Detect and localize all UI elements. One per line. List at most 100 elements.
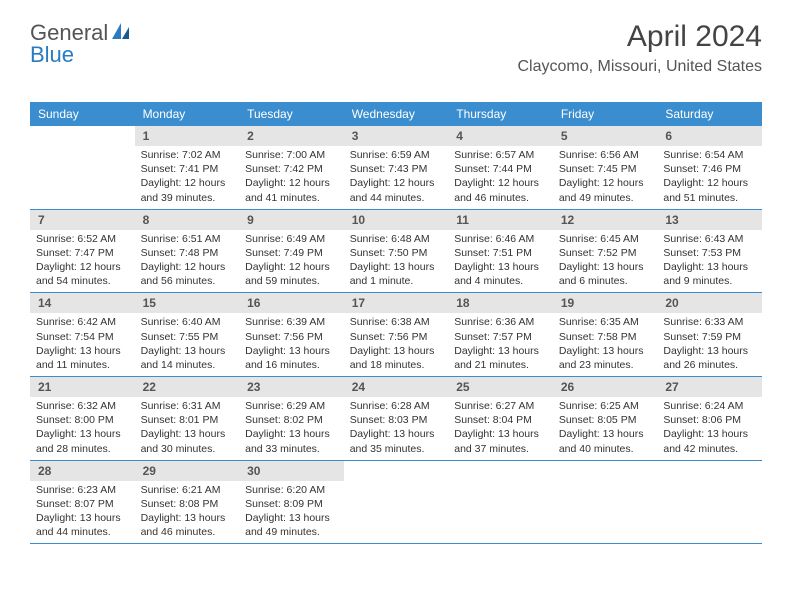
sunrise-text: Sunrise: 6:46 AM bbox=[454, 232, 547, 246]
sunset-text: Sunset: 7:50 PM bbox=[350, 246, 443, 260]
daylight-text: Daylight: 13 hours and 37 minutes. bbox=[454, 427, 547, 455]
calendar-week-row: 28Sunrise: 6:23 AMSunset: 8:07 PMDayligh… bbox=[30, 460, 762, 544]
sunrise-text: Sunrise: 6:21 AM bbox=[141, 483, 234, 497]
calendar-cell: 5Sunrise: 6:56 AMSunset: 7:45 PMDaylight… bbox=[553, 126, 658, 209]
calendar-cell: 29Sunrise: 6:21 AMSunset: 8:08 PMDayligh… bbox=[135, 460, 240, 544]
sunset-text: Sunset: 7:56 PM bbox=[245, 330, 338, 344]
calendar-cell bbox=[448, 460, 553, 544]
calendar-week-row: 21Sunrise: 6:32 AMSunset: 8:00 PMDayligh… bbox=[30, 377, 762, 461]
day-number: 29 bbox=[135, 461, 240, 481]
day-content: Sunrise: 6:51 AMSunset: 7:48 PMDaylight:… bbox=[135, 230, 240, 293]
calendar-cell: 14Sunrise: 6:42 AMSunset: 7:54 PMDayligh… bbox=[30, 293, 135, 377]
day-content: Sunrise: 6:54 AMSunset: 7:46 PMDaylight:… bbox=[657, 146, 762, 209]
location-text: Claycomo, Missouri, United States bbox=[517, 58, 762, 76]
calendar-cell: 11Sunrise: 6:46 AMSunset: 7:51 PMDayligh… bbox=[448, 209, 553, 293]
calendar-cell: 28Sunrise: 6:23 AMSunset: 8:07 PMDayligh… bbox=[30, 460, 135, 544]
daylight-text: Daylight: 13 hours and 23 minutes. bbox=[559, 344, 652, 372]
day-content: Sunrise: 7:02 AMSunset: 7:41 PMDaylight:… bbox=[135, 146, 240, 209]
calendar-cell bbox=[657, 460, 762, 544]
daylight-text: Daylight: 12 hours and 51 minutes. bbox=[663, 176, 756, 204]
day-content: Sunrise: 6:25 AMSunset: 8:05 PMDaylight:… bbox=[553, 397, 658, 460]
calendar-cell: 3Sunrise: 6:59 AMSunset: 7:43 PMDaylight… bbox=[344, 126, 449, 209]
daylight-text: Daylight: 13 hours and 11 minutes. bbox=[36, 344, 129, 372]
day-number: 23 bbox=[239, 377, 344, 397]
sunset-text: Sunset: 7:54 PM bbox=[36, 330, 129, 344]
sunrise-text: Sunrise: 6:28 AM bbox=[350, 399, 443, 413]
header-right: April 2024 Claycomo, Missouri, United St… bbox=[517, 20, 762, 76]
day-number: 30 bbox=[239, 461, 344, 481]
day-content: Sunrise: 6:36 AMSunset: 7:57 PMDaylight:… bbox=[448, 313, 553, 376]
sunrise-text: Sunrise: 6:57 AM bbox=[454, 148, 547, 162]
daylight-text: Daylight: 13 hours and 35 minutes. bbox=[350, 427, 443, 455]
calendar-cell bbox=[553, 460, 658, 544]
sunrise-text: Sunrise: 6:38 AM bbox=[350, 315, 443, 329]
daylight-text: Daylight: 12 hours and 54 minutes. bbox=[36, 260, 129, 288]
calendar-cell: 10Sunrise: 6:48 AMSunset: 7:50 PMDayligh… bbox=[344, 209, 449, 293]
calendar-cell: 2Sunrise: 7:00 AMSunset: 7:42 PMDaylight… bbox=[239, 126, 344, 209]
day-number: 1 bbox=[135, 126, 240, 146]
day-header: Saturday bbox=[657, 102, 762, 126]
sunrise-text: Sunrise: 6:59 AM bbox=[350, 148, 443, 162]
sunset-text: Sunset: 8:01 PM bbox=[141, 413, 234, 427]
sunrise-text: Sunrise: 6:27 AM bbox=[454, 399, 547, 413]
day-number: 21 bbox=[30, 377, 135, 397]
calendar-week-row: 7Sunrise: 6:52 AMSunset: 7:47 PMDaylight… bbox=[30, 209, 762, 293]
sunset-text: Sunset: 7:47 PM bbox=[36, 246, 129, 260]
calendar-cell: 17Sunrise: 6:38 AMSunset: 7:56 PMDayligh… bbox=[344, 293, 449, 377]
sunrise-text: Sunrise: 6:45 AM bbox=[559, 232, 652, 246]
sunset-text: Sunset: 7:46 PM bbox=[663, 162, 756, 176]
daylight-text: Daylight: 12 hours and 49 minutes. bbox=[559, 176, 652, 204]
daylight-text: Daylight: 13 hours and 14 minutes. bbox=[141, 344, 234, 372]
sunset-text: Sunset: 8:06 PM bbox=[663, 413, 756, 427]
sunrise-text: Sunrise: 6:33 AM bbox=[663, 315, 756, 329]
sunrise-text: Sunrise: 6:31 AM bbox=[141, 399, 234, 413]
sunset-text: Sunset: 7:41 PM bbox=[141, 162, 234, 176]
day-content: Sunrise: 6:59 AMSunset: 7:43 PMDaylight:… bbox=[344, 146, 449, 209]
sunrise-text: Sunrise: 6:56 AM bbox=[559, 148, 652, 162]
day-content: Sunrise: 6:27 AMSunset: 8:04 PMDaylight:… bbox=[448, 397, 553, 460]
sunset-text: Sunset: 8:00 PM bbox=[36, 413, 129, 427]
sunset-text: Sunset: 8:02 PM bbox=[245, 413, 338, 427]
daylight-text: Daylight: 13 hours and 9 minutes. bbox=[663, 260, 756, 288]
calendar-cell: 23Sunrise: 6:29 AMSunset: 8:02 PMDayligh… bbox=[239, 377, 344, 461]
daylight-text: Daylight: 13 hours and 40 minutes. bbox=[559, 427, 652, 455]
day-number: 18 bbox=[448, 293, 553, 313]
daylight-text: Daylight: 13 hours and 6 minutes. bbox=[559, 260, 652, 288]
calendar-cell: 24Sunrise: 6:28 AMSunset: 8:03 PMDayligh… bbox=[344, 377, 449, 461]
daylight-text: Daylight: 13 hours and 1 minute. bbox=[350, 260, 443, 288]
calendar-cell bbox=[30, 126, 135, 209]
day-number: 25 bbox=[448, 377, 553, 397]
day-number: 5 bbox=[553, 126, 658, 146]
day-header: Tuesday bbox=[239, 102, 344, 126]
calendar-cell: 20Sunrise: 6:33 AMSunset: 7:59 PMDayligh… bbox=[657, 293, 762, 377]
logo-text-blue: Blue bbox=[30, 42, 74, 67]
calendar-cell: 1Sunrise: 7:02 AMSunset: 7:41 PMDaylight… bbox=[135, 126, 240, 209]
daylight-text: Daylight: 13 hours and 46 minutes. bbox=[141, 511, 234, 539]
day-number: 15 bbox=[135, 293, 240, 313]
calendar-cell: 15Sunrise: 6:40 AMSunset: 7:55 PMDayligh… bbox=[135, 293, 240, 377]
daylight-text: Daylight: 12 hours and 39 minutes. bbox=[141, 176, 234, 204]
sunrise-text: Sunrise: 7:00 AM bbox=[245, 148, 338, 162]
logo-blue-row: Blue bbox=[30, 42, 74, 68]
daylight-text: Daylight: 13 hours and 30 minutes. bbox=[141, 427, 234, 455]
calendar-week-row: 14Sunrise: 6:42 AMSunset: 7:54 PMDayligh… bbox=[30, 293, 762, 377]
day-content: Sunrise: 6:33 AMSunset: 7:59 PMDaylight:… bbox=[657, 313, 762, 376]
day-number: 6 bbox=[657, 126, 762, 146]
sunset-text: Sunset: 8:05 PM bbox=[559, 413, 652, 427]
sunset-text: Sunset: 7:55 PM bbox=[141, 330, 234, 344]
daylight-text: Daylight: 13 hours and 42 minutes. bbox=[663, 427, 756, 455]
calendar-cell: 19Sunrise: 6:35 AMSunset: 7:58 PMDayligh… bbox=[553, 293, 658, 377]
calendar-cell: 21Sunrise: 6:32 AMSunset: 8:00 PMDayligh… bbox=[30, 377, 135, 461]
calendar-cell: 25Sunrise: 6:27 AMSunset: 8:04 PMDayligh… bbox=[448, 377, 553, 461]
day-content: Sunrise: 6:35 AMSunset: 7:58 PMDaylight:… bbox=[553, 313, 658, 376]
sunrise-text: Sunrise: 6:36 AM bbox=[454, 315, 547, 329]
day-number: 24 bbox=[344, 377, 449, 397]
daylight-text: Daylight: 12 hours and 46 minutes. bbox=[454, 176, 547, 204]
day-content: Sunrise: 6:32 AMSunset: 8:00 PMDaylight:… bbox=[30, 397, 135, 460]
day-number: 12 bbox=[553, 210, 658, 230]
day-content: Sunrise: 6:29 AMSunset: 8:02 PMDaylight:… bbox=[239, 397, 344, 460]
sunset-text: Sunset: 7:42 PM bbox=[245, 162, 338, 176]
calendar-cell: 13Sunrise: 6:43 AMSunset: 7:53 PMDayligh… bbox=[657, 209, 762, 293]
sunset-text: Sunset: 7:58 PM bbox=[559, 330, 652, 344]
daylight-text: Daylight: 13 hours and 44 minutes. bbox=[36, 511, 129, 539]
